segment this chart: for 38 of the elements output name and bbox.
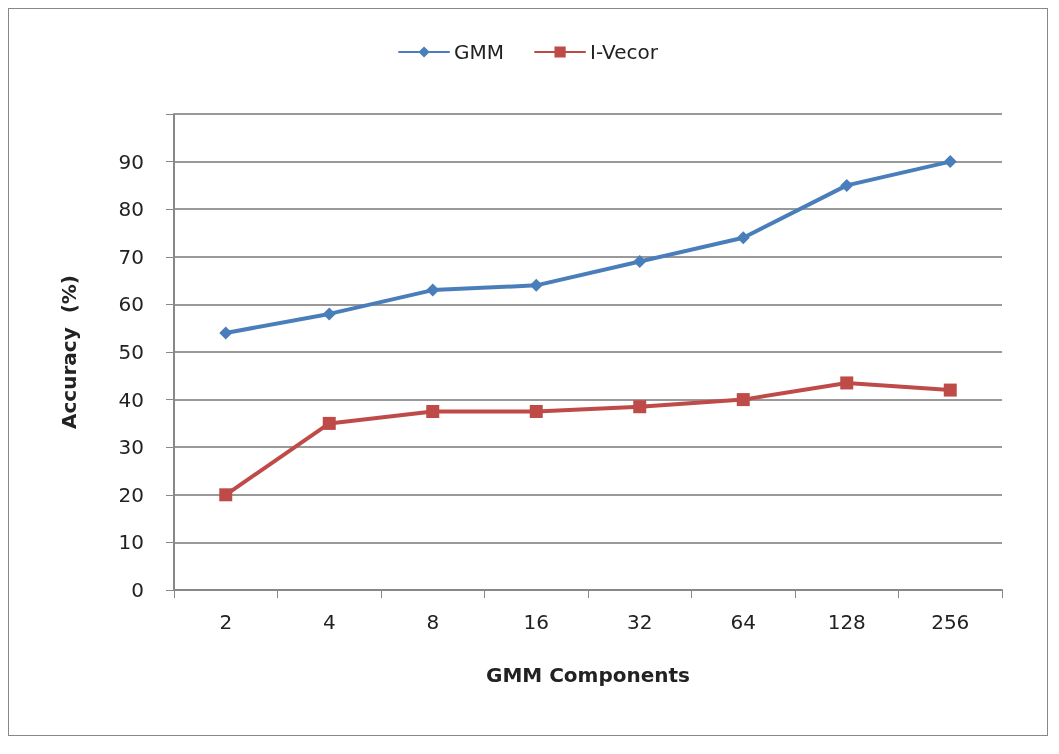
legend-label: I-Vecor <box>590 40 659 64</box>
y-tick-label: 90 <box>118 149 144 174</box>
y-tick-label: 60 <box>118 292 144 317</box>
y-tick-label: 10 <box>118 530 144 555</box>
point <box>840 376 854 390</box>
point <box>219 488 233 502</box>
point <box>840 178 854 192</box>
point <box>633 255 647 269</box>
point <box>736 393 750 407</box>
x-tick-label: 256 <box>931 610 970 634</box>
point <box>426 283 440 297</box>
x-tick-label: 8 <box>426 610 440 634</box>
y-tick-label: 70 <box>118 244 144 269</box>
y-axis-title: Accuracy (%) <box>57 275 81 429</box>
point <box>943 155 957 169</box>
x-tick-label: 2 <box>219 610 233 634</box>
y-tick-label: 20 <box>118 482 144 507</box>
point <box>943 383 957 397</box>
point <box>322 416 336 430</box>
x-tick-label: 4 <box>322 610 336 634</box>
legend-label: GMM <box>454 40 505 64</box>
x-tick-label: 128 <box>827 610 866 634</box>
x-tick-label: 64 <box>730 610 756 634</box>
y-tick-label: 40 <box>118 387 144 412</box>
y-tick-label: 50 <box>118 340 144 364</box>
y-tick-label: 0 <box>131 578 144 602</box>
point <box>426 405 440 418</box>
point <box>322 307 336 321</box>
x-axis-title: GMM Components <box>485 663 691 687</box>
point <box>633 400 647 414</box>
point <box>529 405 543 418</box>
y-tick-label: 80 <box>118 197 144 222</box>
x-tick-label: 16 <box>523 610 549 634</box>
y-tick-label: 30 <box>118 435 144 460</box>
x-tick-label: 32 <box>627 610 653 634</box>
point <box>219 326 233 340</box>
point <box>529 278 543 292</box>
point <box>736 231 750 245</box>
